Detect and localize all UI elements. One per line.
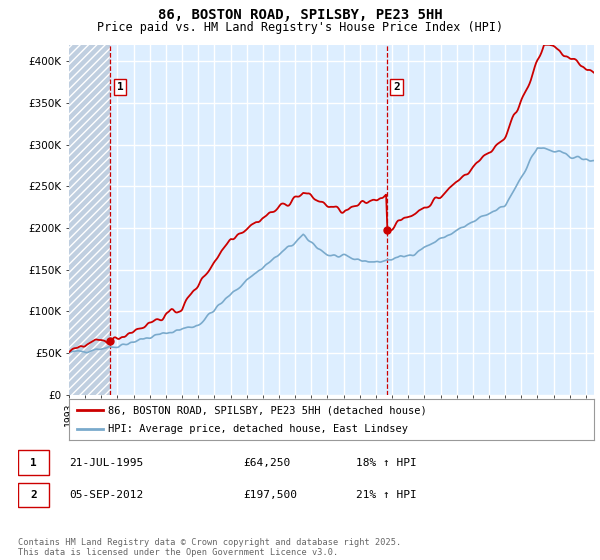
- Text: Contains HM Land Registry data © Crown copyright and database right 2025.
This d: Contains HM Land Registry data © Crown c…: [18, 538, 401, 557]
- Text: 2: 2: [30, 490, 37, 500]
- Text: 21-JUL-1995: 21-JUL-1995: [69, 458, 143, 468]
- Text: 86, BOSTON ROAD, SPILSBY, PE23 5HH: 86, BOSTON ROAD, SPILSBY, PE23 5HH: [158, 8, 442, 22]
- Text: HPI: Average price, detached house, East Lindsey: HPI: Average price, detached house, East…: [109, 424, 409, 433]
- Text: 21% ↑ HPI: 21% ↑ HPI: [356, 490, 417, 500]
- Bar: [18, 450, 49, 475]
- Text: £197,500: £197,500: [244, 490, 298, 500]
- Text: 1: 1: [116, 82, 124, 92]
- Bar: [18, 483, 49, 507]
- Text: £64,250: £64,250: [244, 458, 291, 468]
- Text: 18% ↑ HPI: 18% ↑ HPI: [356, 458, 417, 468]
- Text: 86, BOSTON ROAD, SPILSBY, PE23 5HH (detached house): 86, BOSTON ROAD, SPILSBY, PE23 5HH (deta…: [109, 405, 427, 415]
- Text: 05-SEP-2012: 05-SEP-2012: [69, 490, 143, 500]
- Text: Price paid vs. HM Land Registry's House Price Index (HPI): Price paid vs. HM Land Registry's House …: [97, 21, 503, 34]
- Text: 2: 2: [393, 82, 400, 92]
- Bar: [69, 45, 110, 395]
- Text: 1: 1: [30, 458, 37, 468]
